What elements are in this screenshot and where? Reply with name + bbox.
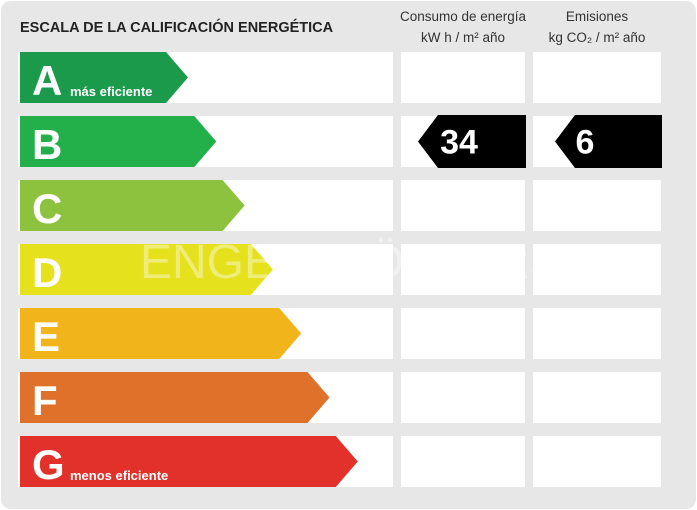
rating-arrow (20, 372, 330, 423)
value-tag (418, 115, 526, 168)
consumption-cell (401, 308, 525, 359)
rating-arrow (20, 52, 188, 103)
rating-letter: D (32, 249, 62, 296)
rating-arrow (20, 308, 302, 359)
rating-letter: B (32, 121, 62, 168)
watermark: ENGEL&VÖLKERS (140, 236, 562, 289)
rating-arrow (20, 180, 245, 231)
rating-letter: C (32, 185, 62, 232)
consumption-cell (401, 180, 525, 231)
emissions-cell (533, 436, 661, 487)
value-text: 6 (576, 124, 595, 162)
rating-note: menos eficiente (70, 468, 168, 483)
emissions-unit: kg CO₂ / m² año (549, 30, 646, 45)
rating-arrow (20, 436, 358, 487)
rating-note: más eficiente (70, 84, 152, 99)
emissions-cell (533, 180, 661, 231)
rating-letter: F (32, 377, 58, 424)
rating-letter: G (32, 441, 65, 488)
emissions-cell (533, 372, 661, 423)
consumption-header: Consumo de energía (400, 9, 527, 24)
emissions-cell (533, 52, 661, 103)
consumption-unit: kW h / m² año (421, 30, 505, 45)
emissions-cell (533, 244, 661, 295)
rating-letter: A (32, 57, 62, 104)
emissions-header: Emisiones (566, 9, 629, 24)
title: ESCALA DE LA CALIFICACIÓN ENERGÉTICA (20, 18, 334, 36)
consumption-cell (401, 372, 525, 423)
value-tag (555, 115, 662, 168)
rating-letter: E (32, 313, 60, 360)
emissions-cell (533, 308, 661, 359)
consumption-cell (401, 52, 525, 103)
rating-arrow (20, 116, 217, 167)
value-text: 34 (440, 124, 478, 162)
consumption-cell (401, 244, 525, 295)
rating-arrow (20, 244, 273, 295)
consumption-cell (401, 436, 525, 487)
